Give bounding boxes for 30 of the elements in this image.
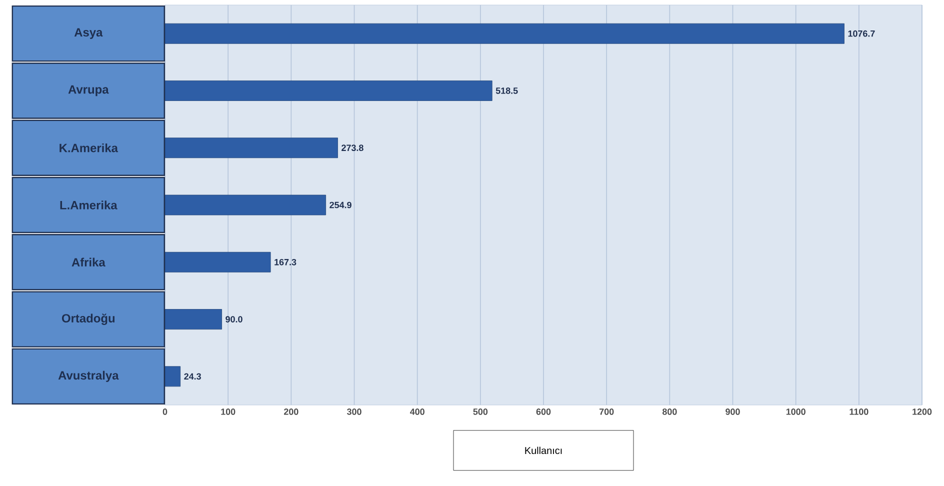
data-label: 1076.7 (848, 30, 875, 37)
y-tick-label: Avrupa (68, 85, 109, 96)
y-tick-label: L.Amerika (60, 200, 118, 210)
y-tick-label: K.Amerika (60, 143, 118, 152)
x-tick-label: 1100 (850, 408, 868, 415)
x-tick-label: 0 (162, 408, 168, 415)
x-tick-label: 300 (346, 408, 362, 415)
bar (165, 366, 181, 387)
x-tick-label: 800 (662, 408, 677, 415)
y-tick-label: Asya (74, 28, 103, 39)
data-label: 90.0 (226, 316, 242, 322)
data-label: 167.3 (274, 258, 296, 266)
data-label: 273.8 (342, 144, 364, 152)
x-tick-label: 400 (410, 408, 424, 415)
x-tick-label: 100 (221, 408, 236, 415)
y-tick-label: Afrika (72, 258, 106, 267)
x-axis-title: Kullanıcı (525, 446, 562, 454)
x-tick-label: 600 (536, 408, 551, 415)
data-label: 254.9 (330, 202, 352, 208)
y-tick-label: Avustralya (58, 370, 119, 382)
data-label: 24.3 (184, 373, 201, 380)
x-tick-label: 900 (726, 408, 740, 415)
x-tick-label: 700 (600, 408, 614, 415)
data-label: 518.5 (496, 88, 518, 94)
x-tick-label: 1200 (912, 408, 932, 415)
y-tick-label: Ortadoğu (62, 314, 115, 325)
x-tick-label: 200 (284, 408, 298, 415)
bar (165, 309, 222, 330)
x-tick-label: 500 (473, 408, 488, 415)
x-tick-label: 1000 (786, 408, 806, 415)
